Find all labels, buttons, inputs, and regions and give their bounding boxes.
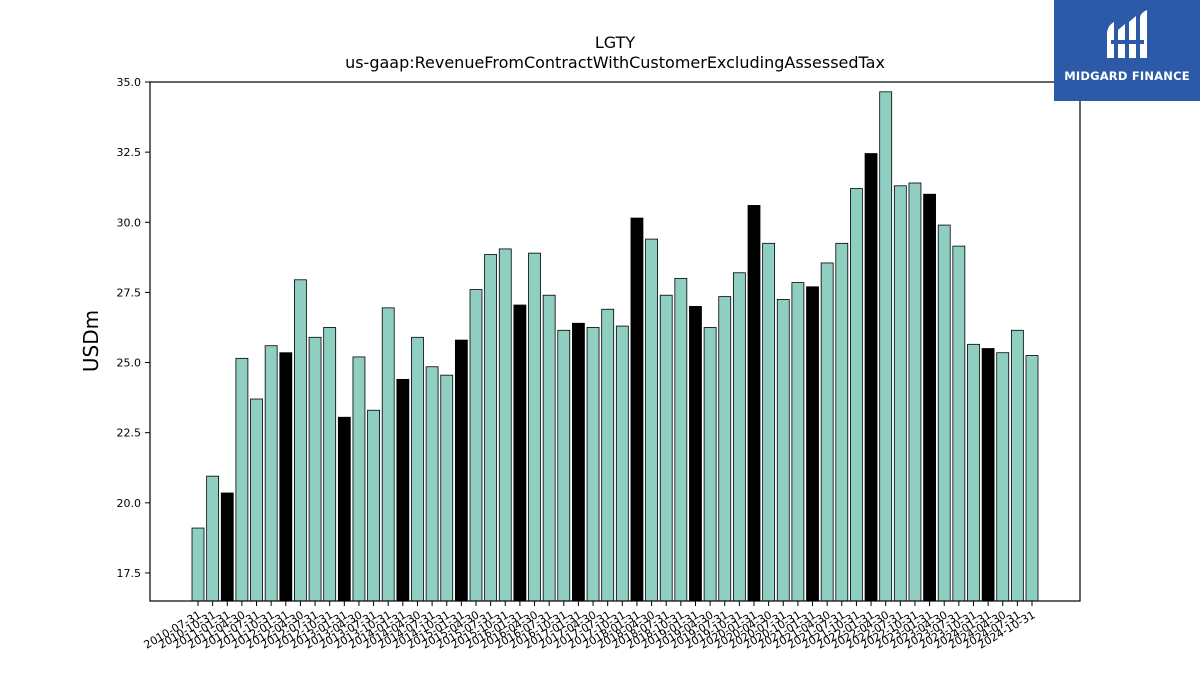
bar bbox=[732, 272, 746, 602]
y-tick-label: 22.5 bbox=[117, 427, 142, 440]
midgard-logo-icon bbox=[1107, 10, 1147, 58]
bar bbox=[996, 352, 1010, 602]
bar bbox=[396, 378, 410, 602]
y-tick-label: 32.5 bbox=[117, 146, 142, 159]
bar bbox=[747, 205, 761, 602]
bar bbox=[879, 91, 893, 602]
plot-frame bbox=[149, 81, 1081, 602]
bar bbox=[191, 527, 205, 602]
brand-name: MIDGARD FINANCE bbox=[1064, 69, 1190, 83]
bar bbox=[952, 245, 966, 602]
bar bbox=[791, 282, 805, 602]
bar bbox=[498, 248, 512, 602]
bar bbox=[1025, 355, 1039, 602]
chart-title: LGTY bbox=[595, 33, 636, 52]
bar bbox=[893, 185, 907, 602]
y-tick-label: 17.5 bbox=[117, 567, 142, 580]
bar bbox=[484, 254, 498, 602]
bar bbox=[615, 325, 629, 602]
bar bbox=[835, 242, 849, 602]
bar bbox=[337, 416, 351, 602]
bar bbox=[206, 475, 220, 602]
y-tick-label: 20.0 bbox=[117, 497, 142, 510]
bar bbox=[674, 277, 688, 602]
y-axis-label: USDm bbox=[79, 310, 103, 372]
bar bbox=[425, 366, 439, 602]
bar bbox=[718, 296, 732, 602]
bar bbox=[235, 357, 249, 602]
bar bbox=[528, 252, 541, 602]
bar bbox=[937, 224, 951, 602]
bar bbox=[542, 294, 556, 602]
bar bbox=[1010, 329, 1024, 602]
bar bbox=[776, 299, 790, 602]
y-tick-label: 35.0 bbox=[117, 76, 142, 89]
y-tick-label: 27.5 bbox=[117, 286, 142, 299]
y-tick-label: 25.0 bbox=[117, 357, 142, 370]
bar bbox=[367, 409, 380, 602]
bar bbox=[323, 327, 337, 602]
bar bbox=[850, 188, 863, 602]
bar bbox=[469, 289, 483, 602]
bar bbox=[645, 238, 658, 602]
bar bbox=[630, 217, 644, 602]
chart-subtitle: us-gaap:RevenueFromContractWithCustomerE… bbox=[345, 53, 885, 72]
bar bbox=[981, 348, 995, 602]
bar bbox=[440, 374, 454, 602]
bar bbox=[308, 336, 322, 602]
bar bbox=[411, 336, 424, 602]
bars-group bbox=[191, 91, 1039, 602]
bar bbox=[220, 492, 234, 602]
bar bbox=[820, 262, 834, 602]
bar bbox=[908, 182, 922, 602]
bar bbox=[352, 356, 366, 602]
bar bbox=[454, 339, 468, 602]
y-axis: 17.5 20.0 22.5 25.0 27.5 30.0 32.5 35.0 bbox=[117, 76, 150, 580]
bar bbox=[557, 329, 571, 602]
bar bbox=[689, 306, 702, 602]
bar bbox=[513, 304, 527, 602]
bar bbox=[250, 398, 263, 602]
bar bbox=[264, 345, 278, 602]
bar bbox=[381, 307, 395, 602]
bar bbox=[294, 279, 307, 602]
bar bbox=[659, 294, 673, 602]
bar bbox=[762, 242, 776, 602]
bar bbox=[864, 153, 878, 602]
bar bbox=[806, 286, 819, 602]
bar bbox=[703, 327, 717, 602]
bar bbox=[967, 343, 980, 602]
bar bbox=[586, 327, 600, 602]
bar bbox=[601, 308, 615, 602]
bar bbox=[572, 322, 585, 602]
bar bbox=[923, 193, 936, 602]
x-axis: 2010-07-312010-10-312011-01-312011-04-30… bbox=[142, 601, 1038, 652]
brand-logo: MIDGARD FINANCE bbox=[1054, 0, 1200, 101]
bar bbox=[279, 352, 293, 602]
y-tick-label: 30.0 bbox=[117, 216, 142, 229]
